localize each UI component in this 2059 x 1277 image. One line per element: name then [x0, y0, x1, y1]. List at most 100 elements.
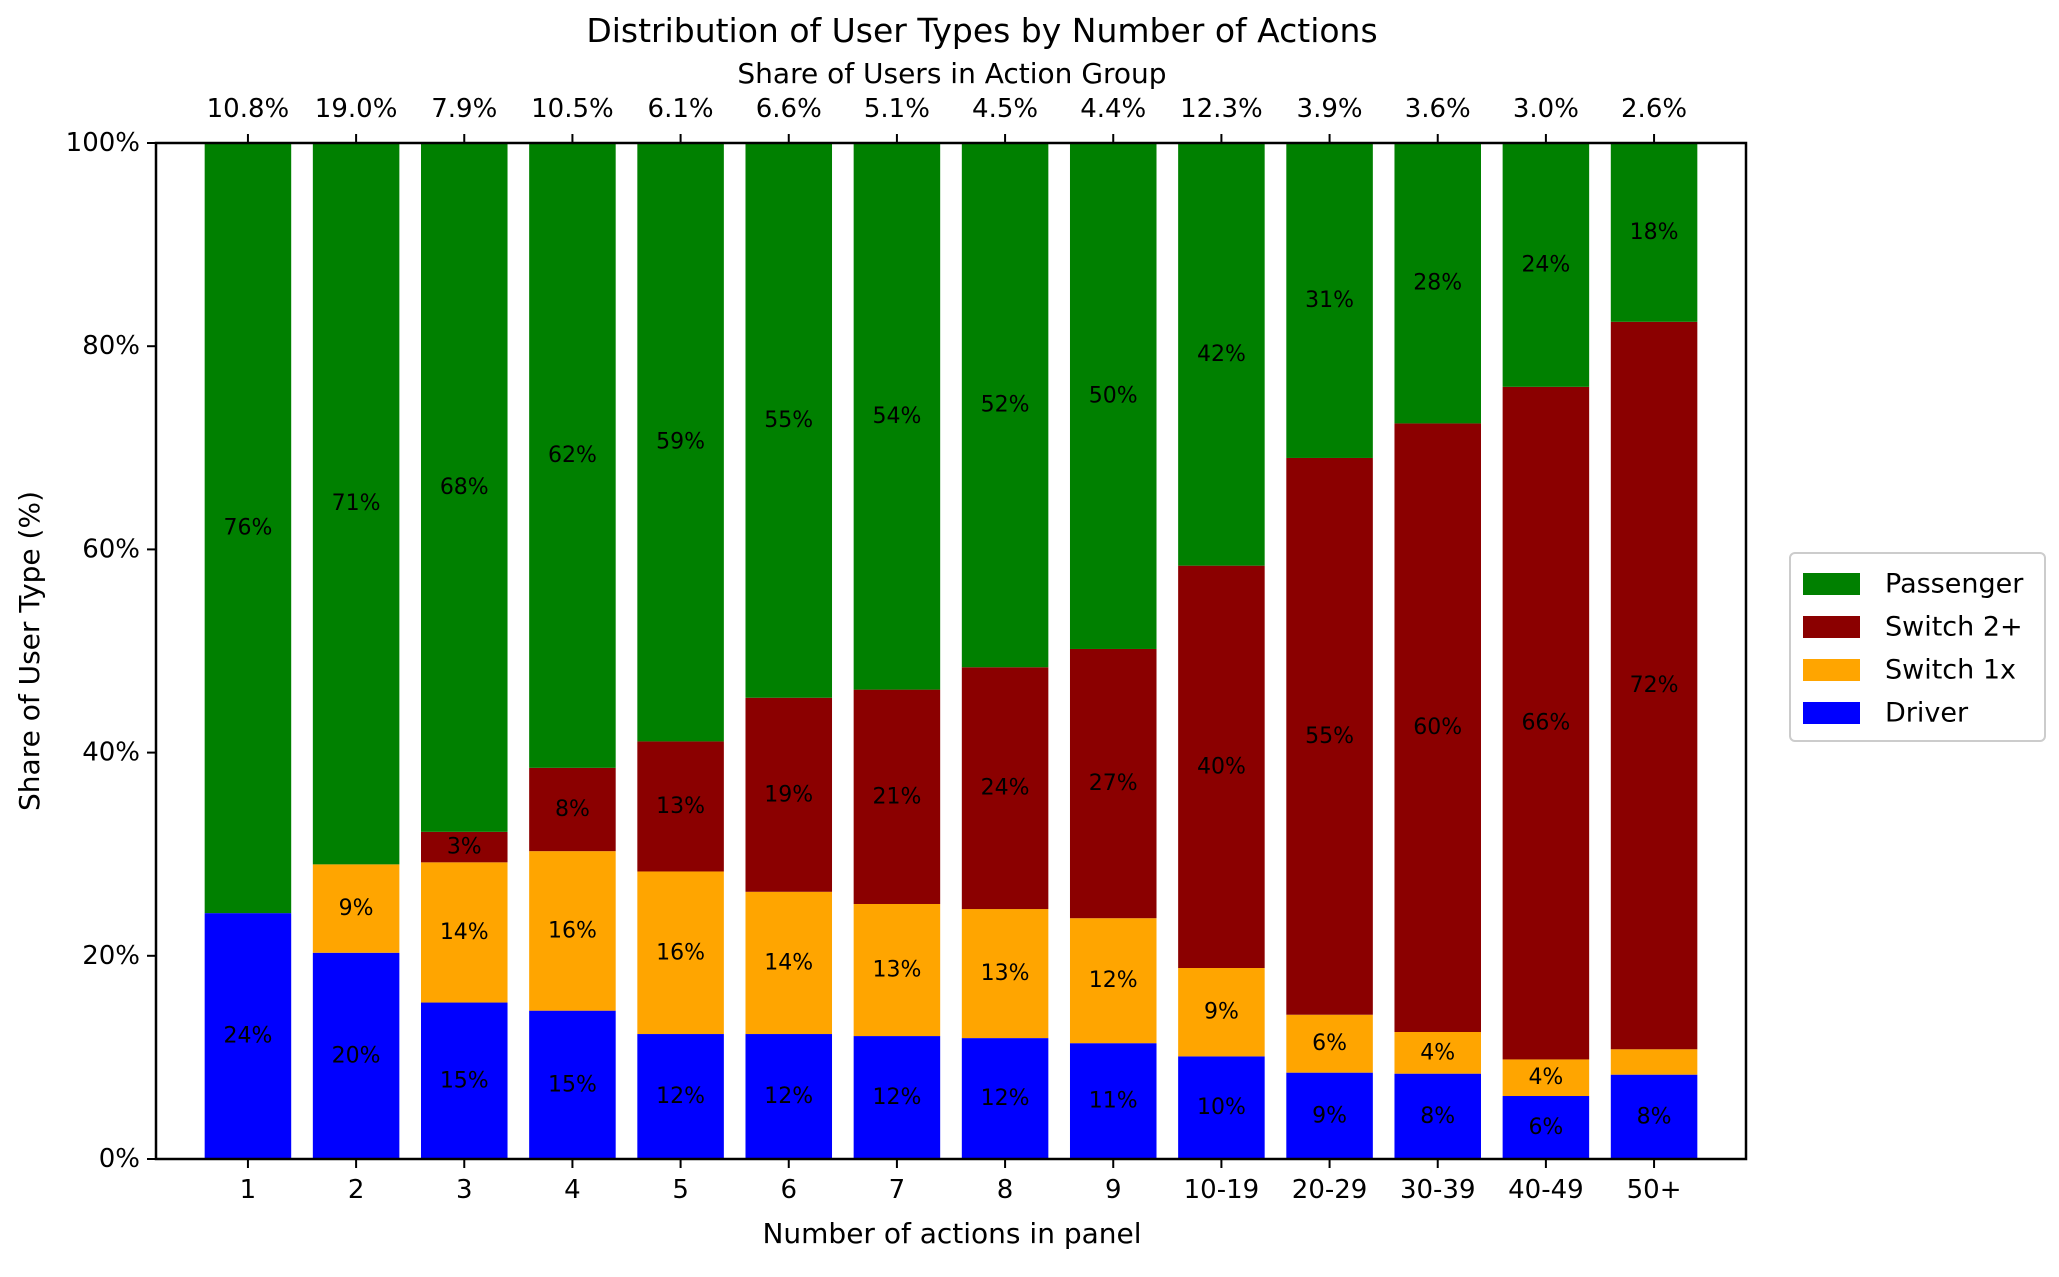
bar-switch-2-40-49 [1502, 386, 1590, 1060]
bar-value-label: 71% [332, 491, 381, 516]
top-tick-label: 3.6% [1405, 94, 1471, 124]
bar-value-label: 52% [981, 393, 1030, 418]
x-tick-label: 8 [997, 1175, 1014, 1205]
bar-switch-1x-9 [1069, 918, 1157, 1044]
bar-passenger-1 [204, 143, 292, 914]
bar-driver-20-29 [1286, 1072, 1373, 1159]
bar-value-label: 18% [1630, 220, 1679, 245]
bar-value-label: 9% [1312, 1103, 1347, 1128]
bar-switch-2-10-19 [1178, 565, 1265, 968]
bar-switch-1x-40-49 [1502, 1059, 1590, 1097]
x-tick-label: 4 [564, 1175, 581, 1205]
bar-driver-30-39 [1394, 1073, 1481, 1159]
top-tick-label: 3.9% [1297, 94, 1363, 124]
bar-value-label: 19% [764, 782, 813, 807]
bar-driver-2 [312, 952, 400, 1159]
bar-value-label: 24% [223, 1024, 272, 1049]
bar-passenger-50 [1610, 143, 1698, 322]
bar-value-label: 60% [1413, 715, 1462, 740]
y-tick-label: 80% [82, 331, 140, 361]
bar-switch-2-3 [421, 831, 508, 863]
top-tick-label: 4.4% [1080, 94, 1146, 124]
bar-switch-1x-3 [421, 862, 508, 1003]
bar-passenger-10-19 [1178, 143, 1265, 566]
x-tick-label: 6 [780, 1175, 797, 1205]
bar-passenger-40-49 [1502, 143, 1590, 387]
bar-switch-1x-2 [312, 864, 400, 953]
x-tick-label: 2 [348, 1175, 365, 1205]
x-tick-label: 20-29 [1292, 1175, 1368, 1205]
bar-value-label: 4% [1528, 1065, 1563, 1090]
top-tick-label: 6.1% [648, 94, 714, 124]
bar-value-label: 8% [1637, 1104, 1672, 1129]
bar-switch-1x-10-19 [1178, 967, 1265, 1057]
bar-value-label: 21% [872, 784, 921, 809]
top-tick-label: 4.5% [972, 94, 1038, 124]
legend-label-passenger: Passenger [1885, 569, 2024, 600]
legend: Passenger Switch 2+ Switch 1x Driver [1789, 552, 2046, 742]
bar-switch-2-9 [1069, 648, 1157, 919]
bar-switch-2-50 [1610, 321, 1698, 1050]
y-tick-label: 60% [82, 534, 140, 564]
y-axis-ticks: 0% 20% 40% 60% 80% 100% [66, 128, 156, 1174]
bar-value-label: 55% [764, 408, 813, 433]
bar-value-label: 11% [1089, 1089, 1138, 1114]
bar-value-label: 16% [656, 940, 705, 965]
top-tick-label: 6.6% [756, 94, 822, 124]
y-tick-label: 40% [82, 738, 140, 768]
legend-label-switch-2: Switch 2+ [1885, 612, 2023, 643]
bar-value-label: 66% [1521, 711, 1570, 736]
bars-layer [204, 143, 1698, 1159]
bar-value-label: 72% [1630, 673, 1679, 698]
bar-switch-2-20-29 [1286, 457, 1373, 1015]
bar-value-label: 12% [656, 1084, 705, 1109]
bar-switch-1x-8 [961, 909, 1049, 1039]
top-tick-label: 10.8% [207, 94, 290, 124]
bar-switch-2-5 [637, 741, 724, 872]
x-axis-label: Number of actions in panel [762, 1217, 1141, 1250]
bar-switch-1x-6 [745, 891, 833, 1035]
bar-switch-1x-5 [637, 871, 724, 1035]
bar-value-label: 54% [872, 404, 921, 429]
bar-driver-6 [745, 1034, 833, 1159]
bar-labels-layer: 24% 76% 20% 9% 71% 15% 14% 3% 68% 15% 16% 8% 62% 12% 1… [223, 220, 1678, 1140]
bar-value-label: 4% [1420, 1040, 1455, 1065]
top-tick-label: 12.3% [1180, 94, 1263, 124]
legend-swatch-switch-2 [1803, 616, 1860, 638]
bar-value-label: 12% [981, 1086, 1030, 1111]
bar-driver-8 [961, 1038, 1049, 1159]
bar-driver-10-19 [1178, 1056, 1265, 1159]
bar-passenger-5 [637, 143, 724, 742]
x-tick-label: 5 [672, 1175, 689, 1205]
bar-driver-40-49 [1502, 1096, 1590, 1159]
legend-label-switch-1x: Switch 1x [1885, 655, 2016, 686]
x-tick-label: 40-49 [1508, 1175, 1584, 1205]
bar-value-label: 16% [548, 918, 597, 943]
bar-passenger-9 [1069, 143, 1157, 649]
bar-switch-2-4 [529, 767, 616, 852]
bar-passenger-8 [961, 143, 1049, 668]
bar-value-label: 24% [1521, 252, 1570, 277]
top-tick-label: 19.0% [315, 94, 398, 124]
x-tick-label: 30-39 [1400, 1175, 1476, 1205]
bar-value-label: 12% [872, 1085, 921, 1110]
bar-value-label: 9% [339, 896, 374, 921]
bar-driver-50 [1610, 1074, 1698, 1159]
bar-switch-2-30-39 [1394, 423, 1481, 1032]
bar-value-label: 8% [555, 797, 590, 822]
chart-title: Distribution of User Types by Number of … [586, 11, 1377, 50]
bar-driver-7 [853, 1036, 941, 1159]
x-tick-label: 3 [456, 1175, 473, 1205]
bar-switch-2-7 [853, 689, 941, 904]
bar-driver-5 [637, 1034, 724, 1159]
bar-passenger-6 [745, 143, 833, 698]
bar-passenger-30-39 [1394, 143, 1481, 424]
bar-value-label: 3% [447, 835, 482, 860]
bar-driver-9 [1069, 1043, 1157, 1159]
bar-passenger-7 [853, 143, 941, 690]
bar-value-label: 15% [548, 1072, 597, 1097]
x-tick-label: 50+ [1627, 1175, 1682, 1205]
bar-switch-1x-30-39 [1394, 1032, 1481, 1074]
y-tick-label: 20% [82, 941, 140, 971]
